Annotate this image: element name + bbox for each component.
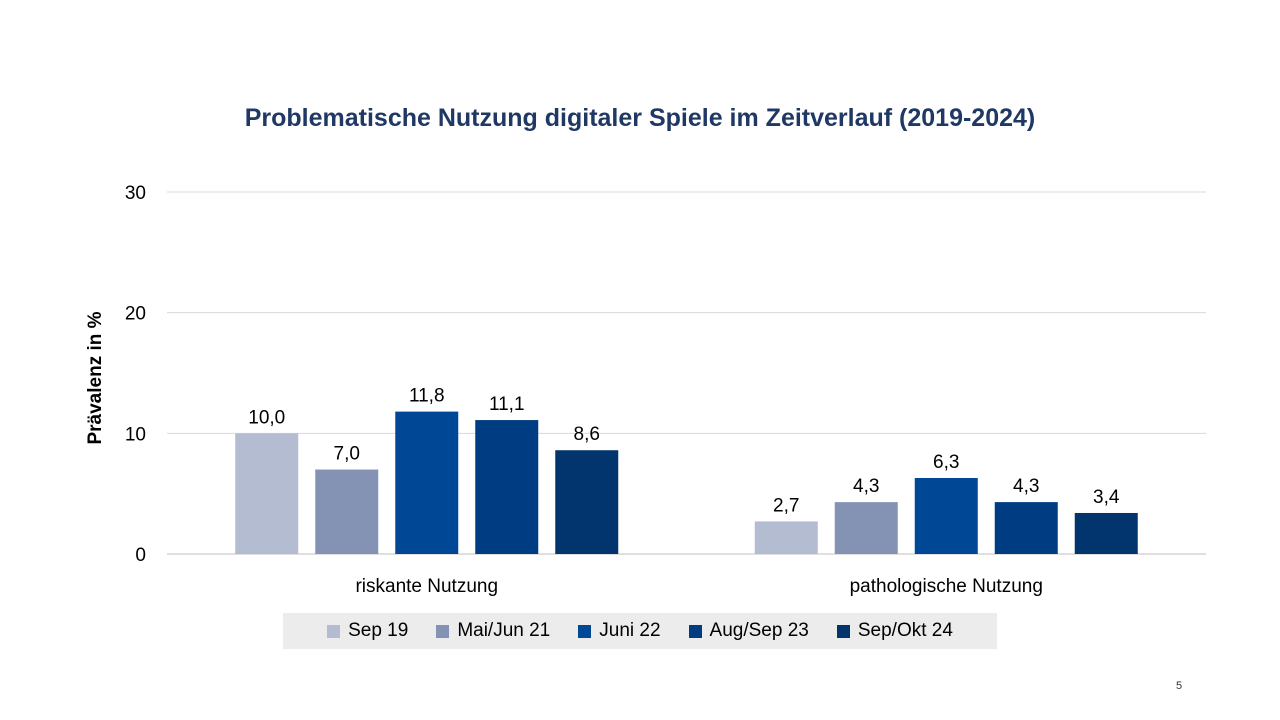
data-label: 2,7 <box>773 495 799 516</box>
legend-label: Mai/Jun 21 <box>457 620 551 641</box>
data-label: 3,4 <box>1093 487 1120 508</box>
bar <box>235 433 299 554</box>
chart-title: Problematische Nutzung digitaler Spiele … <box>244 104 1036 132</box>
legend-item: Sep 19 <box>327 620 408 642</box>
legend-label: Sep/Okt 24 <box>857 620 953 641</box>
data-label: 11,1 <box>489 394 525 415</box>
data-label: 4,3 <box>853 476 879 497</box>
category-label: riskante Nutzung <box>355 576 498 597</box>
legend-label: Aug/Sep 23 <box>709 620 809 641</box>
legend-swatch <box>327 624 341 638</box>
legend-item: Aug/Sep 23 <box>688 620 809 642</box>
data-labels: 10,0 7,0 11,8 11,1 8,6 2,7 4,3 6,3 4,3 3,4 <box>248 386 1120 517</box>
legend-item: Mai/Jun 21 <box>436 620 550 642</box>
page-number: 5 <box>1176 680 1183 692</box>
bar <box>834 502 898 554</box>
data-label: 8,6 <box>574 424 600 445</box>
legend-swatch <box>688 624 702 638</box>
bar <box>914 477 978 554</box>
category-label: pathologische Nutzung <box>850 576 1043 597</box>
bar <box>395 411 459 554</box>
bars <box>235 411 1138 554</box>
data-label: 6,3 <box>933 452 959 473</box>
bar <box>754 521 818 554</box>
data-label: 4,3 <box>1013 476 1039 497</box>
legend: Sep 19 Mai/Jun 21 Juni 22 Aug/Sep 23 Sep/Okt… <box>283 613 997 649</box>
data-label: 10,0 <box>248 407 285 428</box>
legend-item: Sep/Okt 24 <box>836 620 953 642</box>
y-tick-label: 0 <box>135 545 146 566</box>
legend-label: Sep 19 <box>348 620 409 641</box>
legend-swatch <box>578 624 592 638</box>
bar <box>994 502 1058 554</box>
legend-item: Juni 22 <box>578 620 661 642</box>
y-tick-label: 20 <box>125 304 146 325</box>
bar <box>555 450 619 554</box>
bar <box>475 420 539 554</box>
data-label: 11,8 <box>409 386 445 407</box>
bar <box>315 469 379 554</box>
y-tick-label: 30 <box>125 183 146 204</box>
legend-swatch <box>436 624 450 638</box>
category-labels: riskante Nutzung pathologische Nutzung <box>355 576 1042 597</box>
y-tick-labels: 0 10 20 30 <box>125 183 146 566</box>
legend-label: Juni 22 <box>599 620 661 641</box>
data-label: 7,0 <box>334 444 360 465</box>
y-tick-label: 10 <box>125 424 146 445</box>
legend-swatch <box>836 624 850 638</box>
bar <box>1074 512 1138 554</box>
